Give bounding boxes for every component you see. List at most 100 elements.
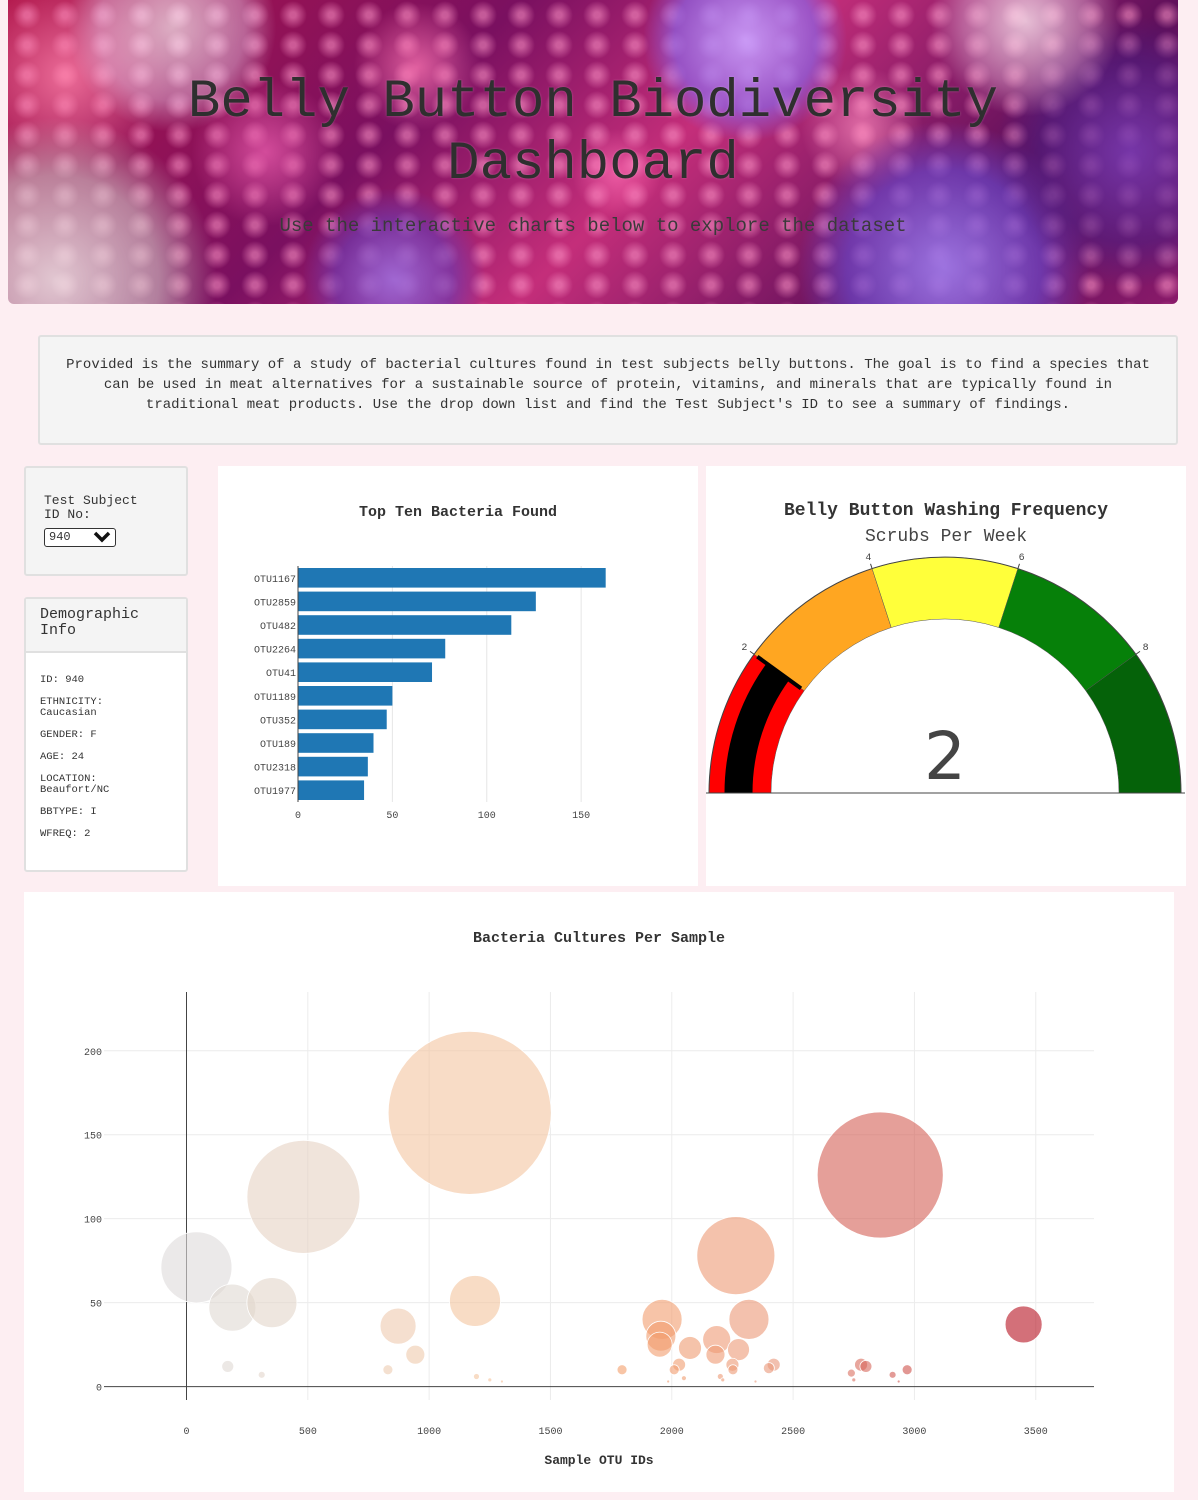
bubble-y-tick-label: 100 [84, 1216, 102, 1227]
demo-id: ID: 940 [40, 674, 85, 686]
bubble-point [846, 1368, 856, 1378]
bar [298, 638, 446, 659]
bar [298, 756, 368, 777]
bubble-point [646, 1331, 673, 1358]
bubble-point [896, 1379, 901, 1384]
subject-id-dropdown[interactable]: 940 [44, 528, 116, 547]
bubble-point [705, 1344, 726, 1365]
bar-chart-title: Top Ten Bacteria Found [359, 504, 557, 521]
bubble-point [888, 1370, 897, 1379]
bubble-point [379, 1307, 417, 1345]
hero-banner: Belly Button Biodiversity Dashboard Use … [8, 0, 1178, 304]
bubble-point [696, 1216, 776, 1296]
gauge-tick-label: 6 [1019, 553, 1025, 564]
bubble-chart-card: Bacteria Cultures Per Sample 0 50 100 150 200… [24, 892, 1174, 1492]
bar-y-tick-label: OTU2318 [254, 764, 296, 775]
bar-x-tick-label: 50 [386, 811, 398, 822]
bubble-y-tick-label: 200 [84, 1048, 102, 1059]
page-subtitle: Use the interactive charts below to expl… [279, 215, 907, 237]
bubble-point [859, 1360, 873, 1373]
gauge-tick [1135, 650, 1141, 655]
bubble-point [668, 1364, 680, 1376]
top-bacteria-bar-chart: Top Ten Bacteria Found 0 50 100 150 OTU1167 OT… [254, 504, 606, 822]
bubble-point [246, 1277, 298, 1329]
bar [298, 686, 393, 706]
intro-box: Provided is the summary of a study of ba… [38, 335, 1178, 445]
bar [298, 591, 536, 612]
demo-location-value: Beaufort/NC [40, 784, 110, 796]
bubble-point [387, 1030, 552, 1195]
bubble-x-tick-label: 2000 [660, 1427, 684, 1438]
demo-ethnicity-value: Caucasian [40, 707, 97, 719]
bubble-point [449, 1275, 501, 1327]
gauge-tick [870, 563, 873, 569]
bubble-point [1004, 1305, 1043, 1344]
demo-gender: GENDER: F [40, 729, 97, 741]
bubble-x-tick-label: 3000 [902, 1427, 926, 1438]
gauge-subtitle: Scrubs Per Week [865, 527, 1027, 547]
bubble-point [382, 1364, 394, 1376]
top-bacteria-card: Top Ten Bacteria Found 0 50 100 150 OTU1167 OT… [218, 466, 698, 886]
bar [298, 709, 387, 730]
bubble-point [257, 1370, 266, 1379]
demo-age: AGE: 24 [40, 751, 85, 763]
bubble-point [901, 1364, 913, 1376]
demographic-panel-title: Demographic Info [26, 599, 186, 653]
demographic-title-line2: Info [40, 622, 77, 639]
bubble-y-tick-label: 150 [84, 1132, 102, 1143]
demographic-list: ID: 940 ETHNICITY: Caucasian GENDER: F A… [26, 653, 186, 873]
bubble-point [727, 1338, 750, 1362]
demo-location-label: LOCATION: [40, 773, 97, 785]
bubble-point [727, 1364, 739, 1376]
bubble-x-axis-label: Sample OTU IDs [544, 1453, 653, 1468]
bar-y-tick-label: OTU41 [266, 669, 296, 680]
bubble-point [473, 1373, 480, 1380]
bubble-chart-title: Bacteria Cultures Per Sample [473, 930, 725, 947]
bubble-point [720, 1377, 726, 1383]
bubble-y-tick-label: 50 [90, 1300, 102, 1311]
page-title-line1: Belly Button Biodiversity [187, 72, 999, 133]
bubble-point [500, 1379, 504, 1384]
washing-frequency-gauge: Belly Button Washing Frequency Scrubs Per… [705, 501, 1185, 795]
gauge-value-label: 2 [924, 718, 966, 795]
bubble-x-tick-label: 1500 [538, 1427, 562, 1438]
bubble-point [678, 1336, 702, 1360]
demographic-title-line1: Demographic [40, 606, 140, 623]
demo-wfreq: WFREQ: 2 [40, 828, 91, 840]
gauge-band [871, 556, 1019, 628]
demo-ethnicity: ETHNICITY: Caucasian [40, 697, 172, 719]
bar [298, 733, 374, 753]
bacteria-bubble-chart: Bacteria Cultures Per Sample 0 50 100 150 200… [84, 930, 1094, 1468]
bubble-point [666, 1379, 671, 1384]
gauge-title: Belly Button Washing Frequency [784, 501, 1108, 521]
bar-y-tick-label: OTU2859 [254, 598, 296, 609]
subject-select-panel: Test Subject ID No: 940 [24, 466, 188, 576]
bubble-x-tick-label: 500 [299, 1427, 317, 1438]
gauge-tick-label: 2 [741, 643, 747, 654]
bubble-x-tick-label: 2500 [781, 1427, 805, 1438]
chevron-down-icon [93, 531, 111, 543]
demo-ethnicity-label: ETHNICITY: [40, 696, 104, 708]
bar [298, 615, 512, 635]
bar [298, 662, 433, 682]
gauge-outline [708, 556, 1182, 794]
gauge-threshold-line [756, 655, 803, 690]
bubble-y-tick-label: 0 [96, 1384, 102, 1395]
bubble-point [616, 1364, 628, 1376]
bubble-point [762, 1362, 775, 1374]
washing-frequency-card: Belly Button Washing Frequency Scrubs Per… [705, 466, 1186, 886]
bubble-point [681, 1375, 687, 1382]
bar-y-tick-label: OTU1167 [254, 575, 296, 586]
bar-y-tick-label: OTU189 [260, 740, 296, 751]
bubble-point [753, 1379, 758, 1384]
gauge-tick [1017, 563, 1020, 569]
bubble-x-tick-label: 3500 [1024, 1427, 1048, 1438]
bubble-point [728, 1299, 770, 1340]
bubble-point [221, 1360, 235, 1373]
bubble-point [246, 1139, 361, 1254]
page-title-line2: Dashboard [447, 134, 739, 195]
bar-y-tick-label: OTU1977 [254, 787, 296, 798]
gauge-tick [749, 650, 755, 655]
bubble-point [816, 1111, 944, 1239]
bar-y-tick-label: OTU1189 [254, 693, 296, 704]
